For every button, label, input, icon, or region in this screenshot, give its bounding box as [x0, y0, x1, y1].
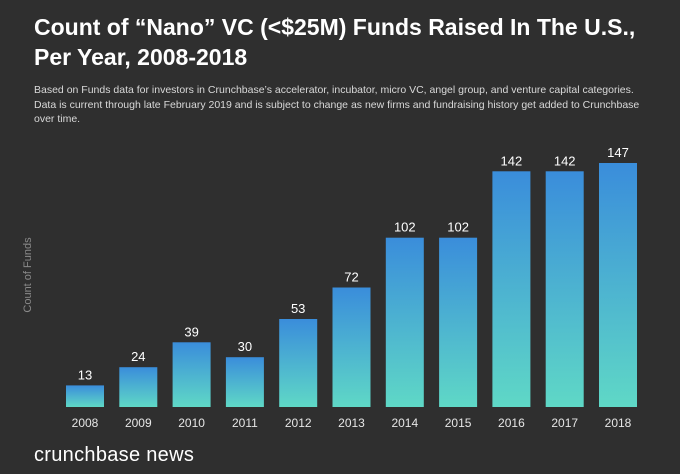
data-label-2015: 102 — [447, 220, 469, 235]
data-label-2010: 39 — [184, 324, 198, 339]
data-label-2012: 53 — [291, 301, 305, 316]
bar-2017 — [545, 171, 584, 407]
chart-title: Count of “Nano” VC (<$25M) Funds Raised … — [34, 14, 636, 70]
bar-2011 — [225, 357, 264, 407]
data-label-2016: 142 — [501, 153, 523, 168]
chart-subtitle: Based on Funds data for investors in Cru… — [34, 84, 640, 125]
bar-2009 — [119, 367, 158, 407]
bar-2012 — [279, 319, 318, 407]
x-tick-label-2009: 2009 — [125, 416, 152, 430]
x-tick-label-2012: 2012 — [285, 416, 312, 430]
bar-2013 — [332, 287, 371, 407]
x-tick-label-2015: 2015 — [445, 416, 472, 430]
x-tick-label-2010: 2010 — [178, 416, 205, 430]
data-label-2018: 147 — [607, 145, 629, 160]
x-tick-label-2008: 2008 — [72, 416, 99, 430]
x-tick-label-2014: 2014 — [391, 416, 418, 430]
data-label-2013: 72 — [344, 270, 358, 285]
data-label-2014: 102 — [394, 220, 416, 235]
bar-2008 — [66, 385, 104, 407]
x-tick-label-2018: 2018 — [605, 416, 632, 430]
x-tick-label-2016: 2016 — [498, 416, 525, 430]
bar-2018 — [599, 163, 637, 407]
bar-2016 — [492, 171, 531, 407]
crunchbase-news-logo: crunchbase news — [34, 444, 195, 466]
data-label-2008: 13 — [78, 367, 92, 382]
bar-2015 — [439, 237, 478, 407]
y-axis-label: Count of Funds — [22, 237, 34, 313]
bar-2014 — [385, 237, 424, 407]
data-label-2011: 30 — [238, 339, 252, 354]
x-tick-label-2017: 2017 — [551, 416, 578, 430]
bar-2010 — [172, 342, 211, 407]
x-tick-label-2011: 2011 — [232, 416, 258, 430]
data-label-2017: 142 — [554, 153, 576, 168]
data-label-2009: 24 — [131, 349, 145, 364]
x-tick-label-2013: 2013 — [338, 416, 365, 430]
